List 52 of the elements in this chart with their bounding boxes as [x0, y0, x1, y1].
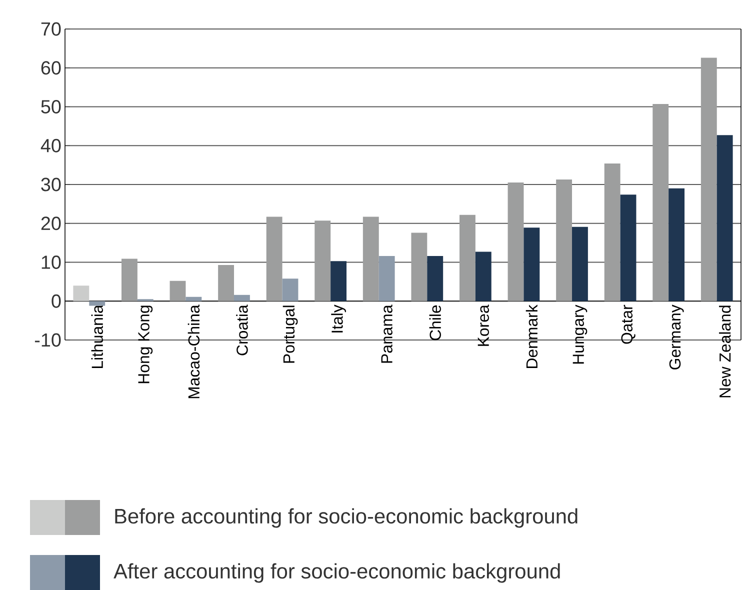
bar [234, 294, 250, 302]
bar [170, 280, 186, 302]
y-tick-label: 10 [42, 256, 61, 269]
bar [700, 58, 717, 302]
y-tick-label: 50 [41, 100, 61, 114]
x-tick-label: Lithuania [91, 304, 103, 368]
y-tick-label: 60 [41, 61, 61, 75]
x-tick-label: Croatia [236, 304, 248, 356]
bar [668, 188, 685, 302]
x-tick-label: Portugal [282, 306, 298, 363]
y-tick-label: 40 [40, 138, 61, 152]
bar [282, 278, 298, 302]
x-tick-label: Italy [331, 304, 346, 332]
x-tick-label: Hungary [572, 304, 588, 364]
bar [652, 104, 669, 302]
x-tick-label: Hong Kong [138, 306, 153, 384]
x-tick-label: Korea [478, 304, 489, 346]
y-tick-label: 0 [52, 294, 61, 308]
legend-label: After accounting for socio-economic background [114, 563, 560, 583]
bar [620, 194, 636, 302]
y-tick-label: 30 [41, 178, 61, 192]
bar [266, 216, 282, 302]
x-tick-label: Chile [429, 305, 441, 340]
bar [330, 261, 347, 302]
bar [716, 135, 733, 302]
y-tick-label: 70 [41, 22, 61, 36]
bar [604, 164, 620, 302]
bar [411, 232, 428, 302]
bar [524, 228, 540, 302]
bar [89, 301, 106, 306]
x-tick-label: Qatar [621, 304, 636, 344]
bar [556, 179, 572, 302]
x-tick-label: Macao-China [188, 304, 200, 398]
bar [475, 252, 492, 302]
bar [460, 214, 476, 302]
bar [572, 226, 588, 302]
x-tick-label: Germany [669, 304, 684, 370]
y-tick-label: 20 [41, 216, 61, 230]
x-tick-label: Panama [381, 304, 392, 363]
bar [314, 220, 331, 302]
legend-label: Before accounting for socio-economic background [115, 508, 578, 528]
y-tick-label: -10 [34, 333, 61, 347]
bar [378, 256, 395, 302]
bar [362, 216, 379, 302]
bar [73, 286, 90, 302]
bar [121, 258, 138, 302]
bar [218, 264, 234, 302]
x-tick-label: Denmark [526, 304, 538, 368]
bar [427, 256, 444, 302]
x-tick-label: New Zealand [719, 306, 731, 398]
bar [508, 182, 524, 302]
bar [186, 296, 202, 302]
